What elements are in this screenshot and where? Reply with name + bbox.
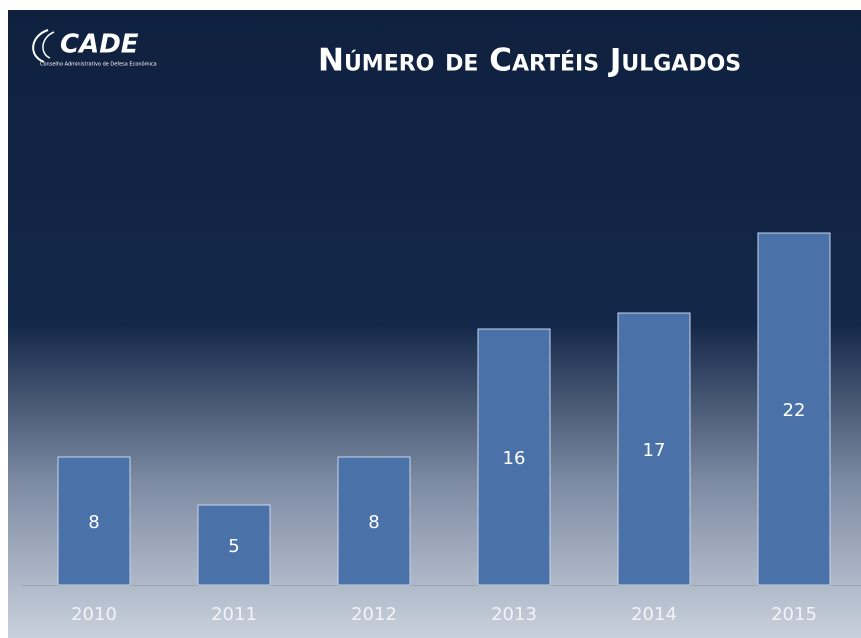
- background: [8, 10, 861, 638]
- x-tick-label: 2014: [631, 604, 677, 625]
- data-label: 17: [643, 440, 666, 461]
- x-tick-label: 2013: [491, 604, 537, 625]
- logo-tagline: Conselho Administrativo de Defesa Econôm…: [40, 61, 157, 68]
- chart-title: Número de Cartéis Julgados: [318, 43, 741, 79]
- bar: [617, 312, 691, 586]
- logo-swoosh: [42, 31, 55, 59]
- x-tick-label: 2011: [211, 604, 257, 625]
- data-label: 16: [503, 448, 526, 469]
- x-tick-label: 2010: [71, 604, 117, 625]
- bar: [477, 328, 551, 586]
- logo: CADE Conselho Administrativo de Defesa E…: [32, 29, 157, 68]
- bar: [337, 456, 411, 586]
- data-label: 5: [228, 536, 239, 557]
- bar: [57, 456, 131, 586]
- data-label: 22: [783, 400, 806, 421]
- data-label: 8: [368, 512, 379, 533]
- bar: [197, 504, 271, 586]
- x-tick-label: 2015: [771, 604, 817, 625]
- logo-swoosh: [32, 29, 49, 63]
- logo-name: CADE: [60, 30, 139, 60]
- data-label: 8: [88, 512, 99, 533]
- bar: [757, 232, 831, 586]
- x-tick-label: 2012: [351, 604, 397, 625]
